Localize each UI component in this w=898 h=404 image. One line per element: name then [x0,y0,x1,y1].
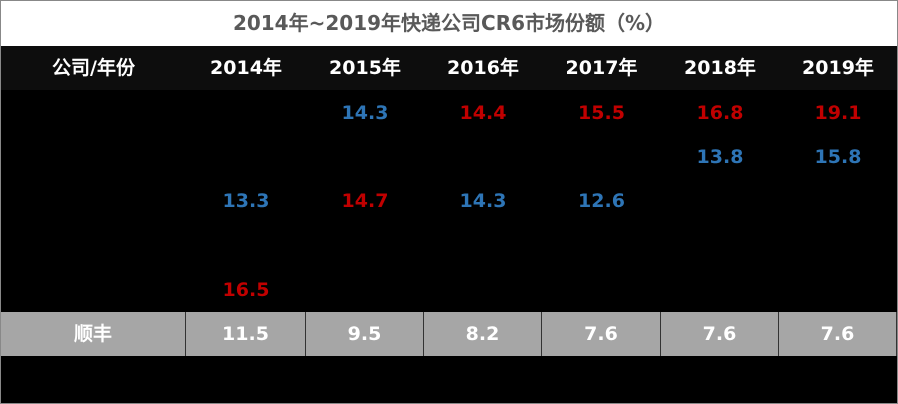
table-cell: 15.8 [814,146,862,169]
table-cell: 顺丰 [1,312,186,356]
table-cell: 15.5 [578,102,625,124]
table-cell: 7.6 [779,312,897,356]
table-cell: 14.7 [341,190,389,213]
table-cell: 11.5 [186,312,306,356]
header-cell: 2017年 [542,46,661,90]
table-cell: 14.3 [459,190,507,213]
table-cell: 16.8 [696,102,744,124]
table-cell: 9.5 [306,312,424,356]
header-cell: 公司/年份 [1,46,186,90]
table-cell: 13.8 [696,146,744,169]
header-cell: 2014年 [186,46,306,90]
table-cell: 12.6 [578,190,625,213]
table-title: 2014年~2019年快递公司CR6市场份额（%） [1,1,897,46]
table-cell: 14.4 [459,102,507,124]
header-cell: 2019年 [779,46,897,90]
table-cell: 13.3 [222,190,270,213]
table-cell: 16.5 [222,278,270,301]
table-cell: 7.6 [661,312,779,356]
header-cell: 2018年 [661,46,779,90]
header-cell: 2016年 [424,46,542,90]
table-cell: 8.2 [424,312,542,356]
table-cell: 7.6 [542,312,661,356]
table-cell: 19.1 [814,102,862,124]
table-cell: 14.3 [341,102,389,124]
header-cell: 2015年 [306,46,424,90]
